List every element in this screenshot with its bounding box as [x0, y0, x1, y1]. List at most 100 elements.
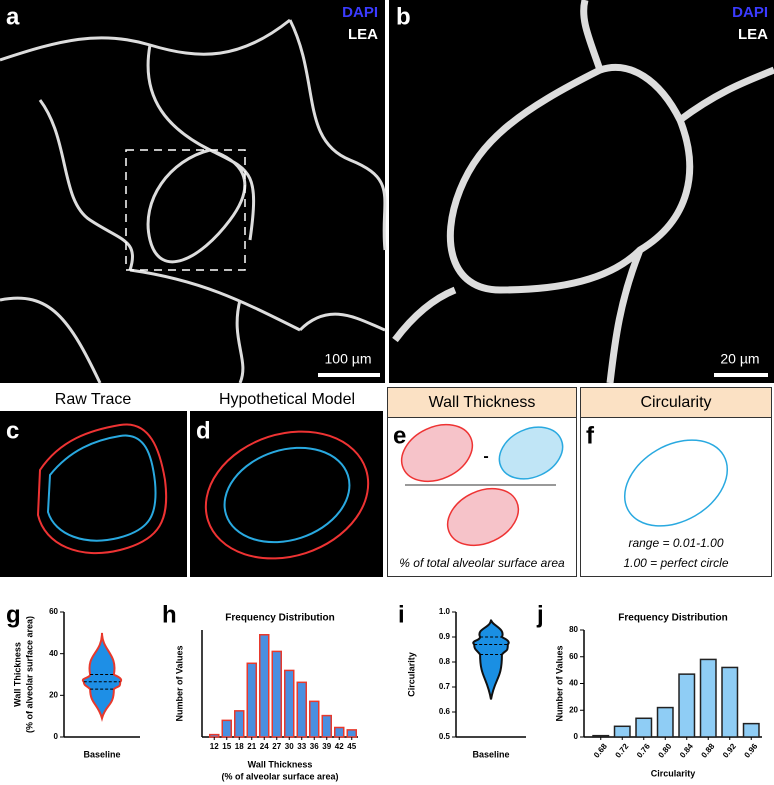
ellipse	[446, 487, 520, 547]
scale-bar	[714, 373, 768, 377]
y-axis-label: (% of alveolar surface area)	[24, 616, 34, 733]
bar	[592, 734, 610, 738]
micrograph-b	[389, 0, 774, 383]
x-tick-label: 42	[335, 742, 344, 751]
x-tick-label: 45	[347, 742, 356, 751]
scale-label: 100 µm	[325, 351, 372, 367]
y-tick-label: 40	[49, 649, 58, 658]
caption: 1.00 = perfect circle	[623, 556, 728, 570]
bar	[656, 706, 674, 738]
bar	[296, 681, 307, 738]
violin	[81, 632, 123, 723]
bar	[209, 733, 220, 738]
x-tick-label: 24	[260, 742, 269, 751]
bar	[721, 666, 739, 738]
bar	[678, 673, 696, 738]
panel-header	[387, 387, 577, 418]
x-tick-label: 30	[285, 742, 294, 751]
panel-title: Circularity	[640, 394, 711, 411]
y-tick-label: 40	[569, 679, 578, 688]
bar	[284, 669, 295, 738]
ellipse	[623, 439, 729, 527]
x-axis-label: (% of alveolar surface area)	[221, 771, 338, 781]
scale-label: 20 µm	[720, 351, 759, 367]
outer-model	[204, 430, 370, 560]
trace-image	[0, 411, 187, 577]
x-tick-label: 0.80	[656, 741, 673, 759]
x-tick-label: 0.88	[699, 741, 716, 759]
x-tick-label: 39	[322, 742, 331, 751]
x-tick-label: 0.76	[635, 741, 652, 759]
x-tick-label: 36	[310, 742, 319, 751]
y-axis-label: Number of Values	[174, 645, 184, 721]
x-tick-label: 21	[247, 742, 256, 751]
panel-label: h	[162, 601, 177, 628]
caption: % of total alveolar surface area	[399, 556, 565, 570]
y-axis-label: Circularity	[406, 652, 416, 697]
y-tick-label: 80	[569, 625, 578, 634]
chart-title: Frequency Distribution	[618, 613, 727, 624]
y-tick-label: 1.0	[439, 607, 451, 616]
y-tick-label: 0.5	[439, 732, 451, 741]
bar	[309, 700, 320, 738]
x-tick-label: 12	[210, 742, 219, 751]
stain-label: LEA	[348, 26, 378, 43]
bar	[221, 719, 232, 738]
panel-label: c	[6, 417, 19, 444]
scale-bar	[318, 373, 380, 377]
panel-label: d	[196, 417, 211, 444]
y-tick-label: 20	[569, 705, 578, 714]
panel-label: b	[396, 3, 411, 30]
bar	[321, 714, 332, 738]
inner-model	[223, 446, 351, 544]
tissue-b	[392, 0, 774, 384]
bar	[346, 729, 357, 738]
bar	[635, 717, 653, 738]
panel-title: Wall Thickness	[429, 394, 536, 411]
bar	[742, 722, 760, 738]
y-tick-label: 0	[574, 732, 579, 741]
y-tick-label: 60	[49, 607, 58, 616]
y-tick-label: 0	[54, 732, 59, 741]
panel-label: e	[393, 422, 406, 449]
x-tick-label: Baseline	[472, 749, 509, 759]
x-tick-label: 0.68	[592, 741, 609, 759]
x-axis-label: Circularity	[651, 768, 696, 778]
y-tick-label: 20	[49, 690, 58, 699]
violin	[472, 619, 510, 700]
x-tick-label: Baseline	[83, 749, 120, 759]
bar	[271, 650, 282, 738]
bar	[613, 725, 631, 738]
x-tick-label: 15	[222, 742, 231, 751]
panel-title: Raw Trace	[55, 391, 132, 408]
panel-box	[580, 387, 772, 577]
operator: -	[483, 448, 488, 465]
bar	[234, 710, 245, 738]
y-tick-label: 60	[569, 652, 578, 661]
panel-label: g	[6, 601, 21, 628]
x-tick-label: 33	[297, 742, 306, 751]
y-axis-label: Wall Thickness	[12, 642, 22, 707]
x-tick-label: 0.92	[721, 741, 738, 759]
panel-label: j	[536, 601, 544, 628]
y-tick-label: 0.7	[439, 682, 451, 691]
y-axis-label: Number of Values	[554, 645, 564, 721]
x-tick-label: 0.96	[742, 741, 759, 759]
bar	[699, 658, 717, 738]
y-tick-label: 0.8	[439, 657, 451, 666]
panel-label: a	[6, 3, 20, 30]
inner-trace	[46, 434, 157, 542]
stain-label: DAPI	[342, 4, 378, 21]
zoom-box	[125, 149, 246, 271]
model-image	[190, 411, 383, 577]
caption: range = 0.01-1.00	[628, 536, 723, 550]
panel-label: i	[398, 601, 405, 628]
x-tick-label: 0.72	[613, 741, 630, 759]
bar	[334, 726, 345, 738]
ellipse	[498, 426, 564, 480]
panel-title: Hypothetical Model	[219, 391, 355, 408]
panel-label: f	[586, 422, 595, 449]
stain-label: DAPI	[732, 4, 768, 21]
stain-label: LEA	[738, 26, 768, 43]
